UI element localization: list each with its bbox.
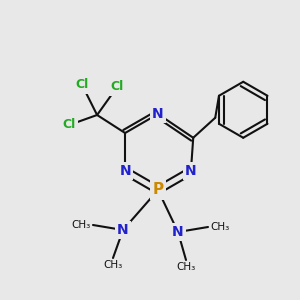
- Text: CH₃: CH₃: [103, 260, 123, 270]
- Text: Cl: Cl: [110, 80, 124, 94]
- Text: N: N: [119, 164, 131, 178]
- Text: N: N: [185, 164, 197, 178]
- Text: N: N: [172, 225, 184, 239]
- Text: CH₃: CH₃: [210, 222, 229, 232]
- Text: N: N: [117, 223, 129, 237]
- Text: Cl: Cl: [62, 118, 76, 131]
- Text: P: P: [152, 182, 164, 197]
- Text: Cl: Cl: [76, 79, 89, 92]
- Text: CH₃: CH₃: [72, 220, 91, 230]
- Text: CH₃: CH₃: [176, 262, 196, 272]
- Text: N: N: [152, 107, 164, 121]
